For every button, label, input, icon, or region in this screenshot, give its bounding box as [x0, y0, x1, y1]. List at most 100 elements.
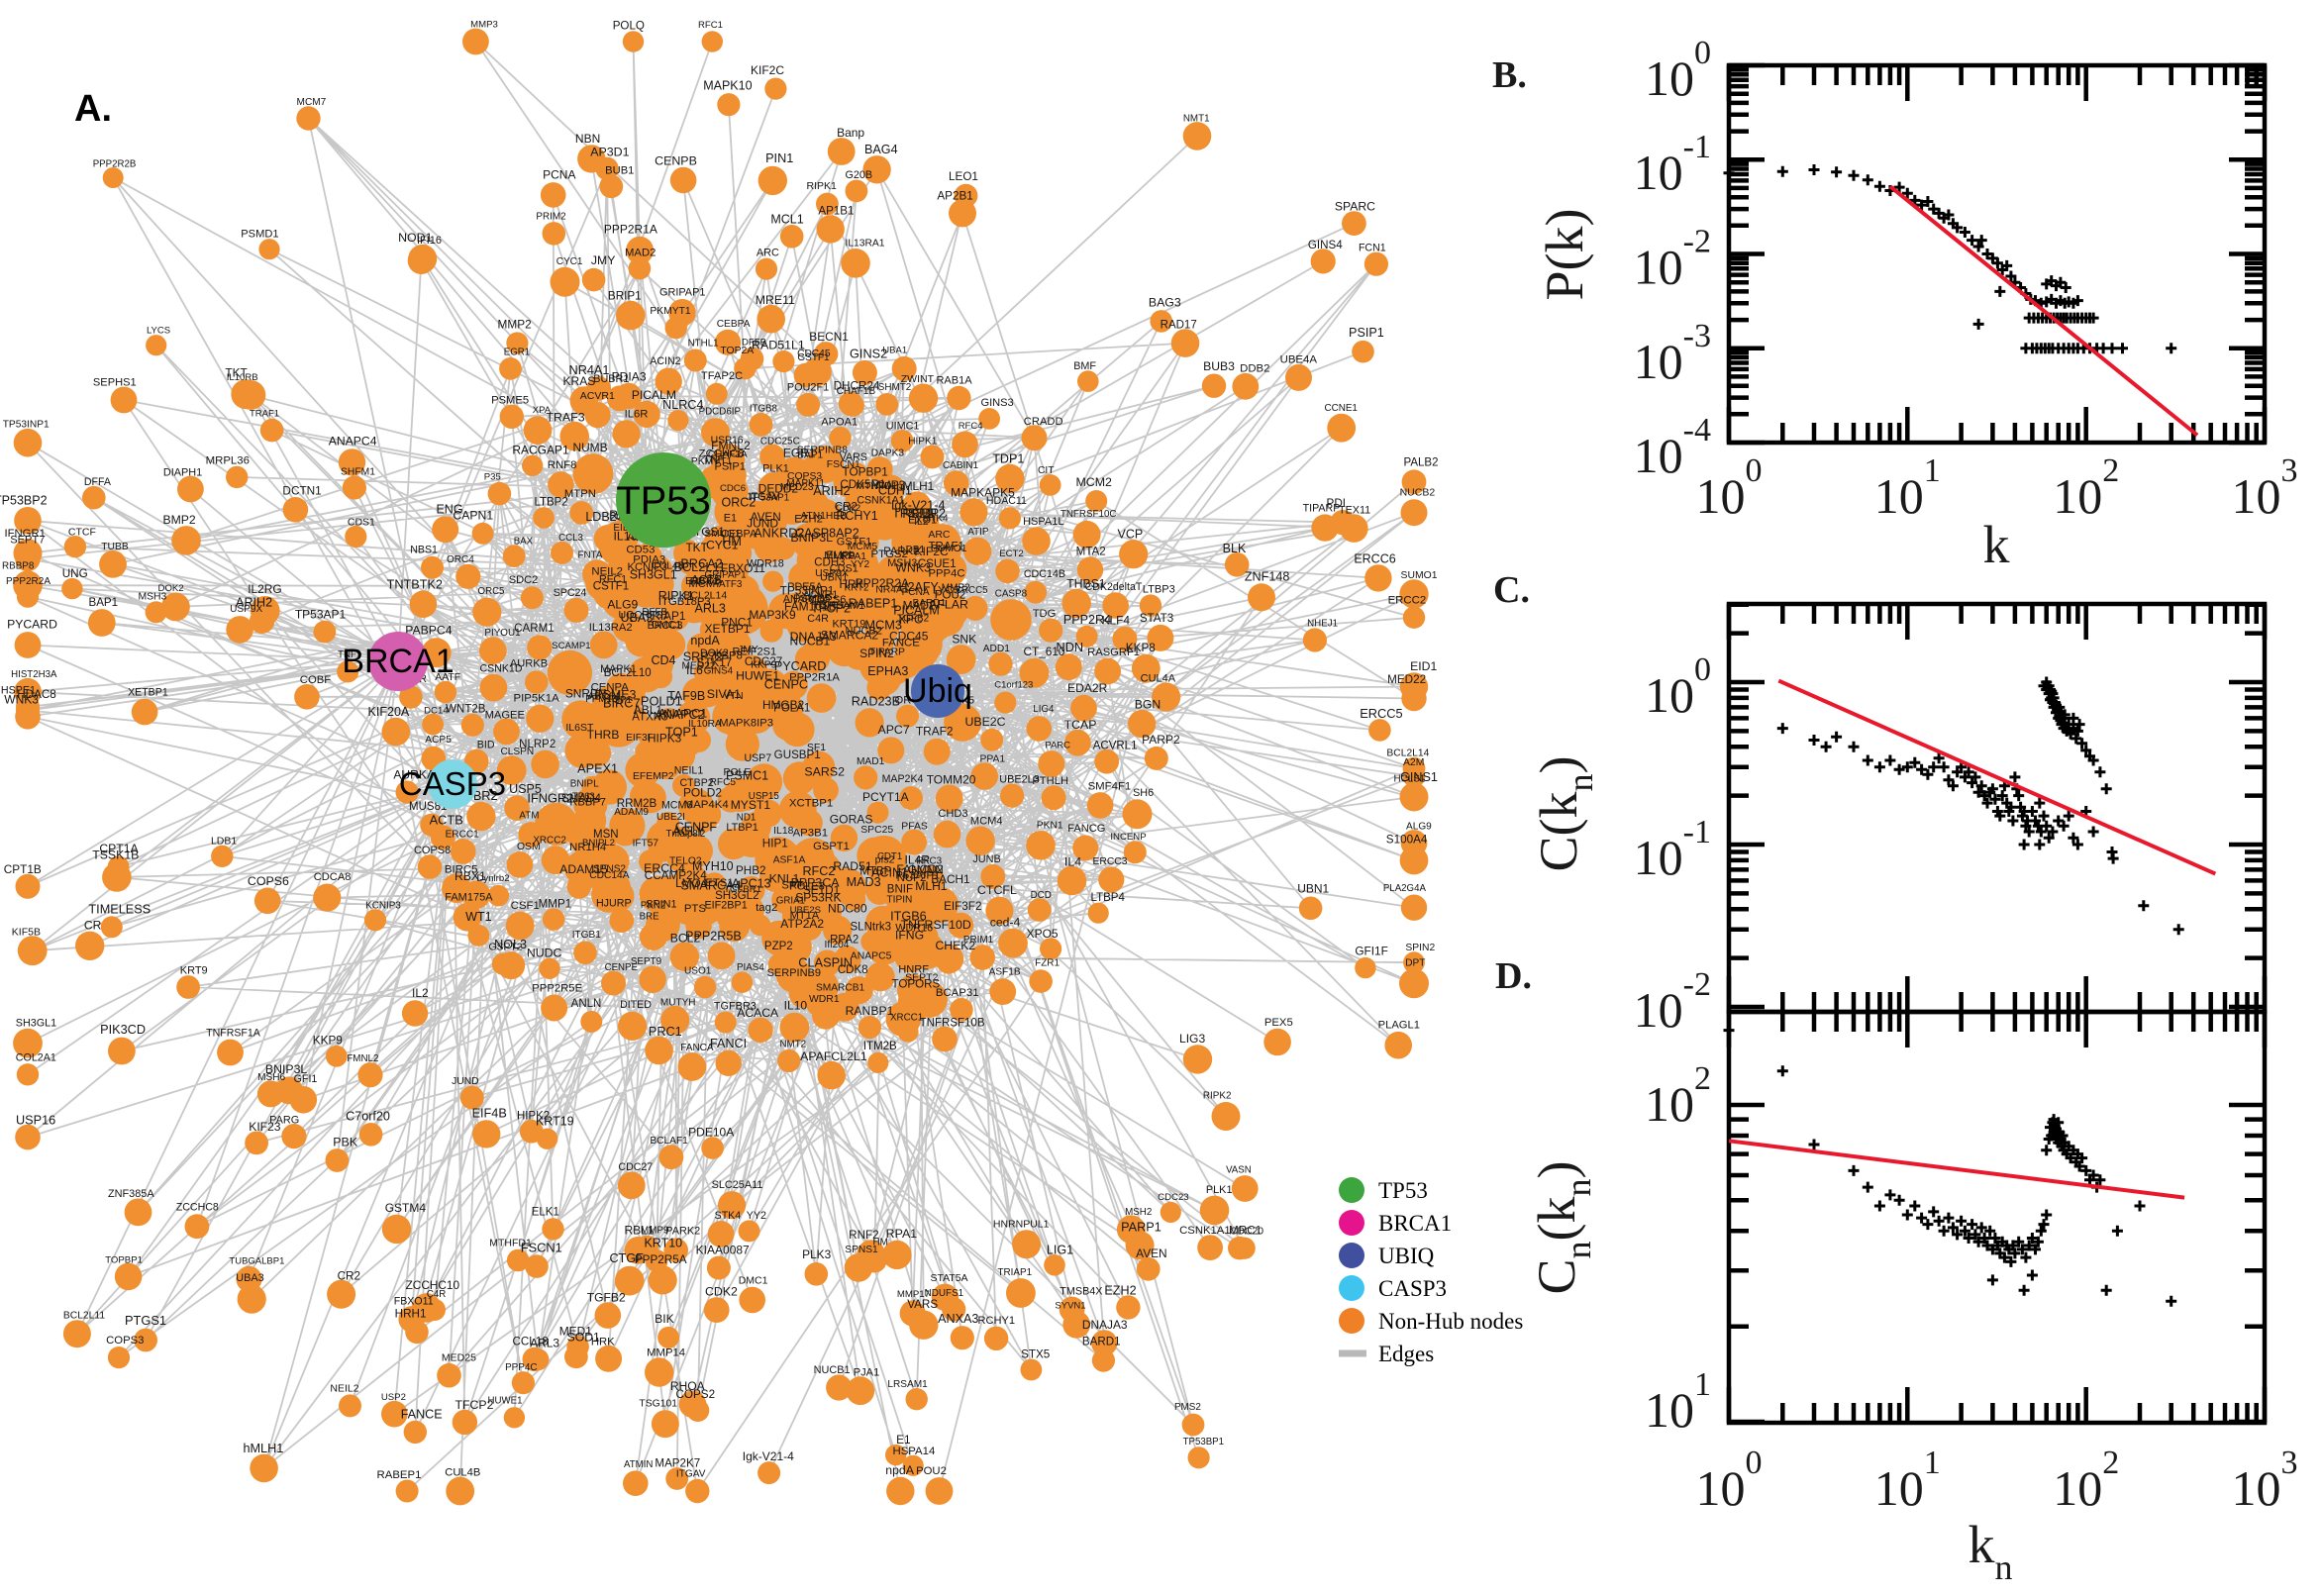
svg-text:BNIP3L: BNIP3L [265, 1062, 308, 1076]
svg-text:RBL1: RBL1 [902, 507, 933, 521]
svg-text:USP7: USP7 [744, 752, 771, 764]
svg-text:MRPL36: MRPL36 [206, 455, 250, 467]
svg-text:KRT9: KRT9 [180, 964, 208, 976]
svg-text:ITGB18P3: ITGB18P3 [658, 596, 711, 608]
svg-text:PALB2: PALB2 [1404, 457, 1439, 469]
svg-text:TP53: TP53 [1378, 1178, 1428, 1203]
svg-text:TOPORS: TOPORS [892, 977, 941, 990]
svg-text:PDE5A: PDE5A [787, 581, 823, 593]
svg-text:PIP5K1A: PIP5K1A [513, 693, 559, 705]
svg-text:HRK: HRK [840, 578, 864, 591]
svg-text:GUSBP1: GUSBP1 [774, 748, 821, 761]
svg-text:BIRC7: BIRC7 [603, 695, 641, 710]
svg-text:SUMO1: SUMO1 [931, 544, 967, 554]
svg-text:MTHFD1: MTHFD1 [856, 481, 897, 492]
svg-text:HM: HM [722, 535, 742, 549]
svg-text:BRIP1: BRIP1 [608, 289, 642, 302]
svg-text:DHCR24: DHCR24 [834, 379, 880, 392]
svg-text:MYH10: MYH10 [692, 859, 734, 873]
svg-text:CENPE: CENPE [605, 962, 639, 973]
svg-text:NR4A1: NR4A1 [569, 363, 610, 377]
svg-text:YY2: YY2 [851, 559, 870, 570]
svg-text:UBE2S: UBE2S [790, 905, 821, 916]
svg-text:BCL2L14: BCL2L14 [683, 589, 727, 601]
svg-text:HM: HM [873, 1237, 888, 1247]
svg-text:P(k): P(k) [1535, 209, 1594, 301]
svg-text:VARS: VARS [840, 451, 867, 463]
svg-text:ERCC5: ERCC5 [1360, 706, 1402, 721]
svg-text:BNIF: BNIF [887, 884, 913, 896]
svg-text:CSNK1D: CSNK1D [480, 663, 523, 675]
svg-text:CDK2deltaT: CDK2deltaT [1085, 581, 1143, 593]
svg-text:PTS: PTS [684, 903, 707, 915]
svg-text:PDCD6IP: PDCD6IP [699, 407, 742, 418]
svg-text:NR4A1: NR4A1 [875, 585, 909, 596]
svg-text:MED25: MED25 [442, 1351, 476, 1363]
svg-text:MMP3: MMP3 [470, 20, 498, 31]
svg-text:LDB2: LDB2 [585, 510, 616, 524]
svg-text:TSSK1B: TSSK1B [92, 848, 139, 862]
svg-text:TFAP2C: TFAP2C [701, 370, 743, 382]
svg-text:NLRP2: NLRP2 [519, 739, 556, 750]
svg-text:CDC25C: CDC25C [760, 436, 800, 447]
svg-text:NEIL2: NEIL2 [330, 1383, 358, 1395]
svg-text:MCM5: MCM5 [848, 542, 878, 552]
svg-text:SH3GL1: SH3GL1 [16, 1018, 56, 1030]
svg-text:npdA: npdA [690, 634, 720, 648]
svg-text:FMNL2: FMNL2 [347, 1053, 378, 1064]
svg-text:DMC1: DMC1 [739, 1275, 768, 1287]
svg-text:EZH2: EZH2 [1104, 1284, 1136, 1298]
svg-text:APOA1: APOA1 [821, 417, 858, 429]
svg-text:USP9X: USP9X [230, 604, 262, 615]
svg-text:PICALM: PICALM [893, 603, 940, 617]
svg-text:IL6R: IL6R [625, 409, 649, 421]
svg-text:DNAJA3: DNAJA3 [790, 630, 837, 644]
svg-text:KIF23: KIF23 [249, 1120, 281, 1134]
svg-text:CDC20: CDC20 [1230, 1227, 1263, 1238]
svg-text:USP2: USP2 [381, 1392, 406, 1403]
svg-text:GSTF1: GSTF1 [797, 352, 830, 363]
svg-text:PPP4C: PPP4C [505, 1362, 537, 1373]
svg-text:UBN1: UBN1 [820, 572, 848, 584]
svg-text:NTHL1: NTHL1 [688, 338, 719, 349]
svg-text:DCD: DCD [1031, 890, 1052, 901]
svg-text:TDP1: TDP1 [992, 451, 1024, 465]
svg-text:hMLH1: hMLH1 [243, 1442, 283, 1455]
svg-text:BMF: BMF [1073, 360, 1096, 372]
svg-text:ORC5: ORC5 [478, 586, 505, 597]
svg-text:AP1B1: AP1B1 [818, 205, 854, 218]
svg-text:IL10: IL10 [784, 999, 808, 1013]
svg-text:CHEK2: CHEK2 [935, 939, 975, 952]
svg-text:ACVR1: ACVR1 [580, 390, 615, 402]
svg-text:EIF4B: EIF4B [472, 1106, 507, 1120]
svg-text:SEPHS1: SEPHS1 [93, 377, 137, 389]
svg-text:HSPA1L: HSPA1L [1023, 516, 1063, 528]
svg-text:POU2: POU2 [916, 1465, 947, 1477]
svg-text:IL2: IL2 [914, 517, 929, 528]
svg-text:UBE4A: UBE4A [1280, 354, 1318, 366]
svg-text:ATIP: ATIP [967, 527, 989, 538]
svg-text:ERCC4: ERCC4 [644, 861, 685, 875]
svg-text:TNFRSF1A: TNFRSF1A [206, 1028, 261, 1040]
svg-text:CHD3: CHD3 [938, 808, 967, 820]
svg-text:TRIAP1: TRIAP1 [998, 1267, 1033, 1278]
svg-text:PPP2R1A: PPP2R1A [789, 672, 840, 684]
svg-text:DMC1: DMC1 [652, 620, 681, 632]
svg-text:IL13RA2: IL13RA2 [589, 622, 633, 634]
svg-text:DAPK3: DAPK3 [871, 448, 905, 458]
svg-text:FANCE: FANCE [882, 638, 920, 649]
svg-text:HIPK2: HIPK2 [517, 1111, 550, 1123]
svg-text:XETBP1: XETBP1 [704, 622, 750, 636]
svg-text:CRADD: CRADD [1024, 416, 1063, 428]
svg-text:MCM7: MCM7 [688, 578, 721, 590]
svg-text:ANAPC1: ANAPC1 [658, 706, 708, 720]
svg-text:TMSB4X: TMSB4X [1060, 1286, 1102, 1298]
svg-text:CAPN1: CAPN1 [453, 509, 493, 523]
svg-text:IL13RA1: IL13RA1 [845, 239, 884, 249]
svg-text:RANBP1: RANBP1 [846, 1004, 894, 1018]
svg-text:EGR1: EGR1 [783, 447, 816, 460]
svg-text:TNTBTK2: TNTBTK2 [387, 578, 443, 592]
svg-text:ITM2B: ITM2B [863, 1041, 897, 1052]
svg-text:Edges: Edges [1378, 1342, 1434, 1366]
svg-text:TRAF1: TRAF1 [928, 541, 963, 552]
